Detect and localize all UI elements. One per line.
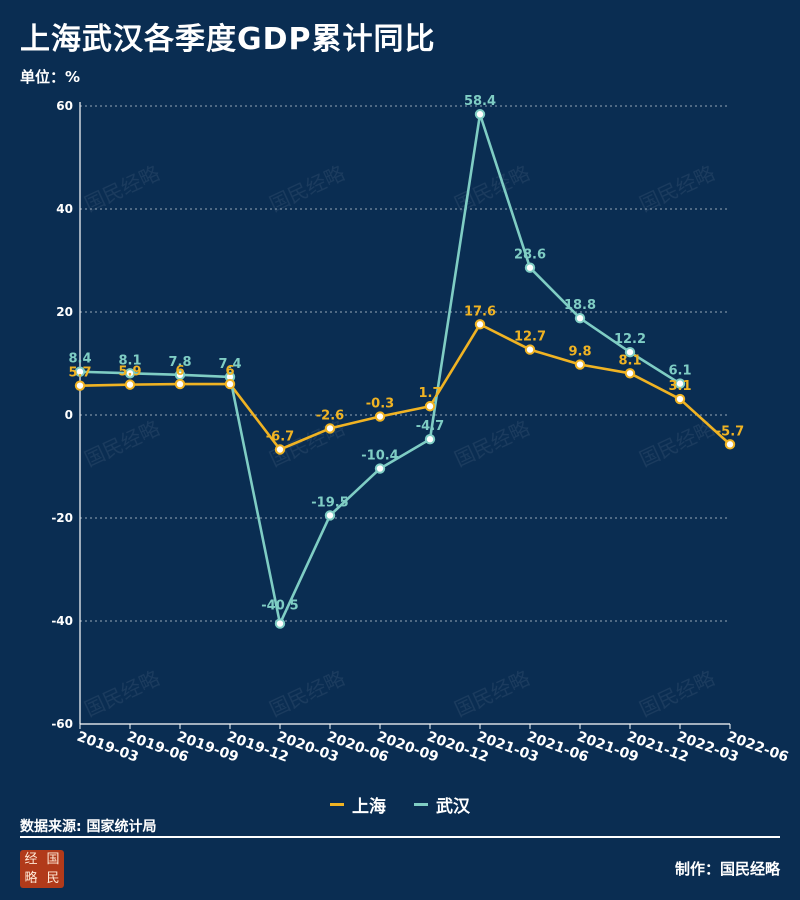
logo-char: 国: [46, 852, 60, 867]
data-label-wuhan: 8.4: [68, 352, 91, 367]
series-line-shanghai: [79, 323, 731, 451]
data-point-wuhan: [74, 366, 86, 377]
data-label-shanghai: 5.7: [68, 366, 91, 381]
data-point-shanghai: [674, 393, 686, 405]
data-point-shanghai: [624, 368, 636, 379]
data-point-shanghai: [174, 378, 186, 390]
data-label-wuhan: 8.1: [118, 353, 141, 368]
data-label-shanghai: 17.6: [464, 304, 496, 319]
watermark-text: 国民经略: [636, 161, 719, 217]
data-label-shanghai: 6: [175, 364, 184, 379]
data-point-shanghai: [374, 411, 386, 422]
data-point-shanghai: [574, 359, 586, 370]
y-tick-label: -60: [51, 717, 73, 731]
data-point-wuhan: [424, 434, 436, 445]
data-label-wuhan: 7.8: [168, 355, 191, 370]
data-label-wuhan: 6.1: [668, 364, 691, 379]
data-label-wuhan: 7.4: [218, 357, 241, 372]
data-point-shanghai: [724, 439, 736, 450]
data-point-shanghai: [74, 380, 86, 391]
y-tick-label: 40: [56, 202, 73, 216]
watermark-text: 国民经略: [81, 666, 164, 722]
data-label-shanghai: 1.7: [418, 386, 441, 401]
data-point-shanghai: [224, 378, 236, 390]
data-label-shanghai: -6.7: [266, 430, 294, 445]
watermark-text: 国民经略: [266, 161, 349, 217]
data-point-shanghai: [324, 423, 336, 434]
y-tick-label: -20: [51, 511, 73, 525]
data-label-shanghai: 12.7: [514, 330, 546, 345]
watermark-text: 国民经略: [81, 161, 164, 217]
data-point-wuhan: [624, 346, 636, 358]
y-tick-label: 20: [56, 305, 73, 319]
data-point-wuhan: [374, 463, 386, 474]
watermark-text: 国民经略: [81, 416, 164, 472]
data-point-shanghai: [124, 379, 136, 390]
data-label-wuhan: -10.4: [361, 449, 398, 464]
legend-label-shanghai: 上海: [352, 797, 386, 817]
data-label-shanghai: 5.9: [118, 365, 141, 380]
data-label-wuhan: -40.5: [261, 599, 298, 614]
watermark-text: 国民经略: [636, 666, 719, 722]
watermark-text: 国民经略: [451, 161, 534, 217]
data-point-wuhan: [474, 109, 486, 120]
data-point-wuhan: [524, 262, 536, 273]
data-point-wuhan: [274, 618, 286, 629]
data-label-wuhan: -19.5: [311, 495, 348, 510]
y-tick-label: 60: [56, 99, 73, 113]
credit: 制作：国民经略: [674, 860, 780, 878]
data-point-wuhan: [674, 378, 686, 389]
data-label-wuhan: 28.6: [514, 248, 546, 263]
unit-label: 单位：%: [20, 68, 81, 86]
data-label-wuhan: -4.7: [416, 419, 444, 434]
legend: 上海 武汉: [0, 792, 800, 817]
legend-item-shanghai[interactable]: 上海: [330, 792, 386, 817]
y-tick-label: -40: [51, 614, 73, 628]
chart-title: 上海武汉各季度GDP累计同比: [20, 22, 436, 57]
data-label-shanghai: -2.6: [316, 408, 344, 423]
legend-swatch-shanghai: [330, 803, 344, 806]
data-point-shanghai: [474, 319, 486, 330]
y-tick-label: 0: [65, 408, 73, 422]
legend-label-wuhan: 武汉: [436, 797, 470, 817]
data-point-wuhan: [574, 312, 586, 324]
data-label-shanghai: -0.3: [366, 397, 394, 412]
logo-char: 经: [24, 852, 38, 867]
data-label-shanghai: 6: [225, 364, 234, 379]
legend-swatch-wuhan: [414, 803, 428, 806]
data-point-shanghai: [274, 444, 286, 455]
watermark-text: 国民经略: [451, 416, 534, 472]
data-point-wuhan: [324, 510, 336, 521]
data-label-shanghai: 3.1: [668, 379, 691, 394]
legend-item-wuhan[interactable]: 武汉: [414, 792, 470, 817]
data-label-wuhan: 12.2: [614, 332, 646, 347]
data-label-shanghai: -5.7: [716, 424, 744, 439]
data-point-wuhan: [124, 368, 136, 379]
data-point-shanghai: [524, 344, 536, 355]
data-label-shanghai: 9.8: [568, 345, 591, 360]
brand-logo: 经 国 略 民: [20, 850, 64, 888]
data-label-wuhan: 58.4: [464, 94, 496, 109]
data-point-shanghai: [424, 401, 436, 412]
watermark-text: 国民经略: [266, 666, 349, 722]
data-label-shanghai: 8.1: [618, 353, 641, 368]
data-label-wuhan: 18.8: [564, 298, 596, 313]
data-source: 数据来源: 国家统计局: [20, 819, 157, 835]
logo-char: 民: [46, 871, 60, 886]
logo-char: 略: [24, 871, 38, 886]
footer-divider: [20, 836, 780, 838]
watermark-text: 国民经略: [451, 666, 534, 722]
